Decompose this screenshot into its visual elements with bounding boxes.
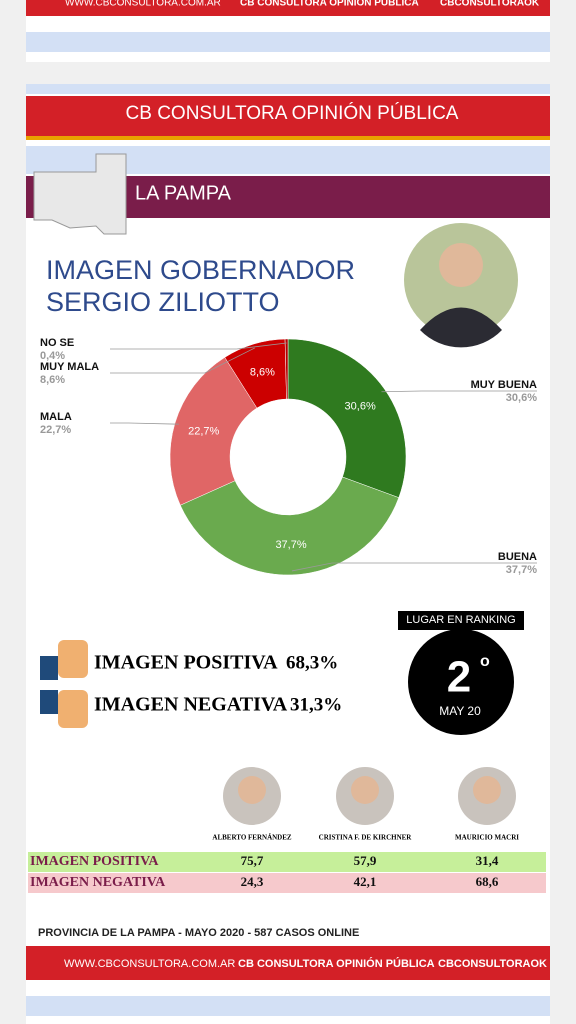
row-label: IMAGEN POSITIVA [30, 854, 159, 869]
ranking-title: LUGAR EN RANKING [406, 614, 515, 626]
category-label: BUENA [498, 551, 537, 563]
heading: IMAGEN GOBERNADOR [46, 255, 355, 285]
donut-slice [287, 338, 407, 498]
twitter-link[interactable]: CBCONSULTORAOK [438, 958, 547, 970]
slice-label: 30,6% [345, 401, 376, 413]
candidate-face [351, 776, 379, 804]
donut-chart: 30,6%MUY BUENA30,6%37,7%BUENA37,7%22,7%M… [40, 337, 537, 576]
title-stripe [26, 136, 550, 140]
link-bar [26, 0, 550, 16]
ranking-badge [408, 629, 514, 735]
band [26, 84, 550, 94]
thumb-up-icon [40, 656, 58, 680]
positive-label: IMAGEN POSITIVA [94, 652, 278, 674]
category-label: MUY BUENA [471, 379, 537, 391]
category-value: 30,6% [506, 392, 537, 404]
category-value: 22,7% [40, 424, 71, 436]
table-row [28, 852, 546, 872]
ranking-title-box [398, 611, 524, 630]
table-cell: 42,1 [354, 874, 377, 889]
table-row [28, 873, 546, 893]
negative-label: IMAGEN NEGATIVA [94, 694, 288, 716]
footer-note: PROVINCIA DE LA PAMPA - MAYO 2020 - 587 … [38, 927, 359, 939]
thumb-down-icon [58, 690, 88, 728]
web-link[interactable]: WWW.CBCONSULTORA.COM.AR [64, 958, 235, 970]
photo-face [439, 243, 483, 287]
column-header: CRISTINA F. DE KIRCHNER [319, 834, 413, 842]
slice-label: 37,7% [275, 539, 306, 551]
title: CB CONSULTORA OPINIÓN PÚBLICA [126, 102, 459, 124]
band [26, 996, 550, 1016]
table-cell: 24,3 [241, 874, 264, 889]
thumb-up-icon [58, 640, 88, 678]
category-value: 0,4% [40, 350, 65, 362]
facebook-link[interactable]: CB CONSULTORA OPINIÓN PÚBLICA [240, 0, 419, 9]
row-label: IMAGEN NEGATIVA [30, 875, 166, 890]
web-link[interactable]: WWW.CBCONSULTORA.COM.AR [65, 0, 221, 9]
slice-label: 8,6% [250, 367, 275, 379]
band [26, 32, 550, 52]
link-bar [26, 946, 550, 980]
category-value: 8,6% [40, 374, 65, 386]
table-cell: 31,4 [476, 853, 499, 868]
facebook-link[interactable]: CB CONSULTORA OPINIÓN PÚBLICA [238, 957, 435, 970]
leader-line [110, 347, 256, 374]
thumb-down-icon [40, 690, 58, 714]
column-header: ALBERTO FERNÁNDEZ [212, 834, 291, 842]
leader-line [291, 562, 537, 572]
table-cell: 68,6 [476, 874, 499, 889]
table-cell: 75,7 [241, 853, 264, 868]
ranking-place: 2 [447, 653, 471, 702]
comparison-table: ALBERTO FERNÁNDEZ CRISTINA F. DE KIRCHNER… [28, 767, 546, 893]
column-header: MAURICIO MACRI [455, 834, 519, 842]
ranking-suffix: o [480, 653, 490, 670]
map [33, 153, 127, 235]
donut-slice [169, 357, 258, 506]
donut-slice [284, 338, 289, 400]
table-cell: 57,9 [354, 853, 377, 868]
candidate-face [473, 776, 501, 804]
candidate-face [238, 776, 266, 804]
ranking-period: MAY 20 [439, 704, 481, 718]
positive-value: 68,3% [286, 652, 338, 673]
gap [0, 62, 576, 84]
slice-label: 22,7% [188, 426, 219, 438]
region: LA PAMPA [135, 182, 232, 204]
category-value: 37,7% [506, 564, 537, 576]
heading: SERGIO ZILIOTTO [46, 287, 280, 317]
category-label: MUY MALA [40, 361, 99, 373]
category-label: MALA [40, 411, 72, 423]
leader-line [110, 342, 287, 350]
photo-suit [420, 307, 502, 348]
category-label: NO SE [40, 337, 74, 349]
negative-value: 31,3% [290, 694, 342, 715]
donut-slice [179, 476, 400, 576]
twitter-link[interactable]: CBCONSULTORAOK [440, 0, 540, 9]
leader-line [110, 422, 179, 425]
title-bar [26, 96, 550, 136]
leader-line [381, 390, 537, 393]
